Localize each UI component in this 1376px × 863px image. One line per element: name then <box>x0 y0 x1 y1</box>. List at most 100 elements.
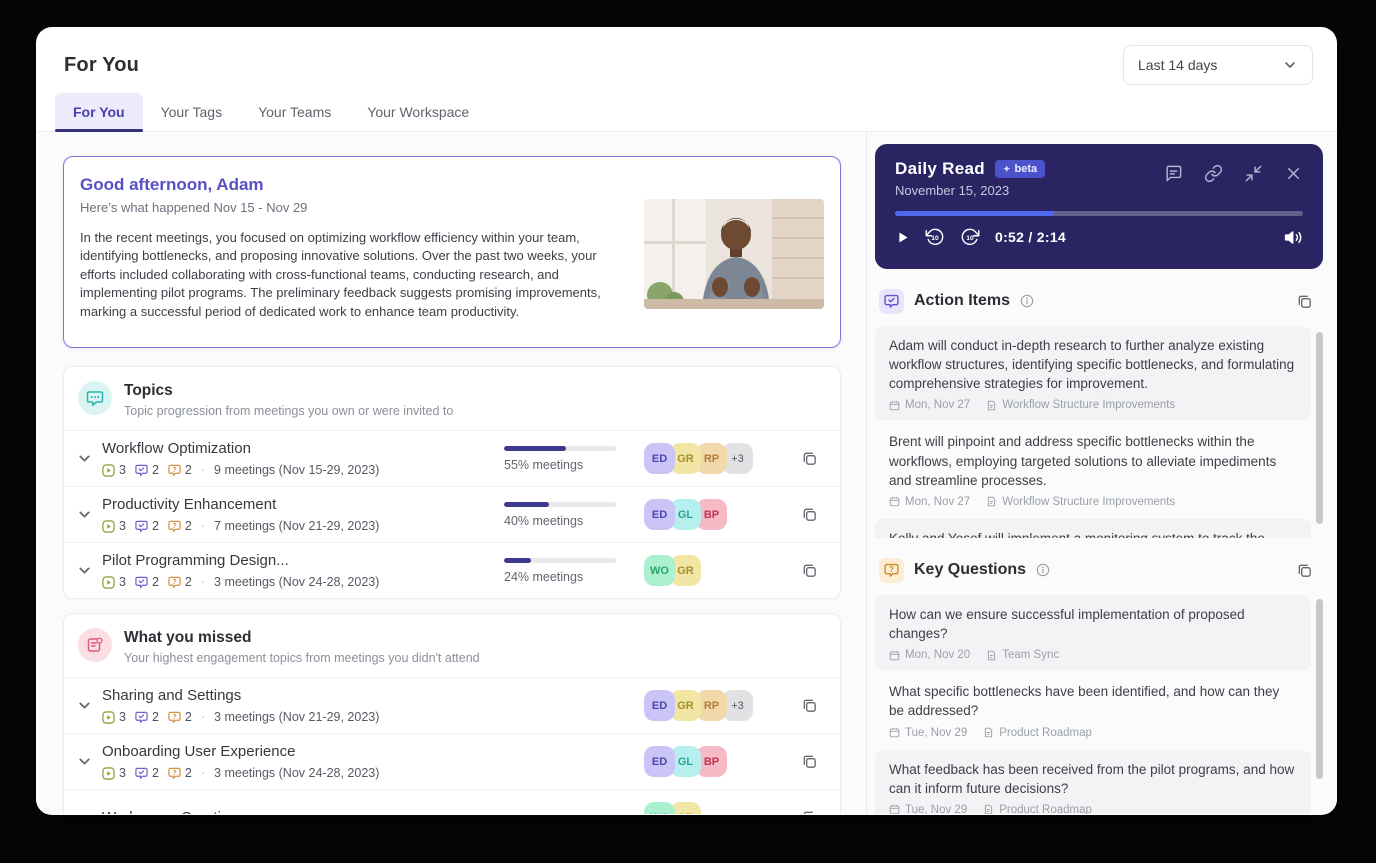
date-range-label: Last 14 days <box>1138 57 1218 73</box>
topic-title: Pilot Programming Design... <box>102 552 289 569</box>
scrollbar-thumb[interactable] <box>1316 599 1323 779</box>
question-text: What feedback has been received from the… <box>889 761 1295 796</box>
svg-text:?: ? <box>889 565 894 574</box>
avatar: ED <box>644 690 675 721</box>
scrollbar-thumb[interactable] <box>1316 332 1323 524</box>
volume-icon[interactable] <box>1284 228 1303 247</box>
meeting-date: Tue, Nov 29 <box>889 727 967 739</box>
audio-progress-fill <box>895 211 1055 216</box>
topic-row[interactable]: Pilot Programming Design... 3 2 ?2 3 mee… <box>64 542 840 598</box>
expand-chevron-icon[interactable] <box>76 697 102 714</box>
progress-fill <box>504 501 549 507</box>
copy-icon[interactable] <box>792 442 826 476</box>
copy-icon[interactable] <box>792 745 826 779</box>
missed-note-icon <box>78 628 112 662</box>
question-item[interactable]: What specific bottlenecks have been iden… <box>875 672 1311 747</box>
topic-title: Workflow Optimization <box>102 440 251 457</box>
greeting-summary: In the recent meetings, you focused on o… <box>80 230 601 319</box>
tab-your-teams[interactable]: Your Teams <box>240 93 349 131</box>
missed-card: What you missed Your highest engagement … <box>63 613 841 814</box>
comment-icon[interactable] <box>1164 164 1183 183</box>
key-questions-header: ? Key Questions <box>879 555 1319 585</box>
missed-title: What you missed <box>124 629 252 646</box>
expand-chevron-icon[interactable] <box>76 753 102 770</box>
audio-progress-bar[interactable] <box>895 211 1303 216</box>
app-window: For You Last 14 days For You Your Tags Y… <box>36 27 1337 815</box>
expand-chevron-icon[interactable] <box>76 562 102 579</box>
svg-text:?: ? <box>172 769 176 776</box>
action-items-list: Adam will conduct in-depth research to f… <box>875 326 1323 538</box>
close-icon[interactable] <box>1284 164 1303 183</box>
avatar: GR <box>670 555 701 586</box>
meetings-count: 9 meetings (Nov 15-29, 2023) <box>214 463 380 477</box>
recordings-badge: 3 <box>102 463 126 477</box>
questions-badge: ? 2 <box>168 766 192 780</box>
recordings-badge: 3 <box>102 519 126 533</box>
daily-read-card: Daily Read ✦ beta November 15, 2023 <box>875 144 1323 269</box>
action-items-badge: 2 <box>135 519 159 533</box>
questions-badge: ? 2 <box>168 575 192 589</box>
tab-your-tags[interactable]: Your Tags <box>143 93 241 131</box>
avatar: WO <box>644 555 675 586</box>
tab-your-workspace[interactable]: Your Workspace <box>349 93 487 131</box>
meeting-date: Mon, Nov 27 <box>889 496 970 508</box>
meeting-source: Product Roadmap <box>983 727 1092 739</box>
expand-chevron-icon[interactable] <box>76 450 102 467</box>
tab-for-you[interactable]: For You <box>55 93 143 132</box>
date-range-select[interactable]: Last 14 days <box>1123 45 1313 85</box>
progress-fill <box>504 557 531 563</box>
avatar: ED <box>644 746 675 777</box>
avatar-overflow: +3 <box>722 690 753 721</box>
forward-10-icon[interactable]: 10 <box>960 227 980 247</box>
action-items-header: Action Items <box>879 286 1319 316</box>
rewind-10-icon[interactable]: 10 <box>925 227 945 247</box>
topic-title: Sharing and Settings <box>102 687 242 704</box>
avatar: BP <box>696 746 727 777</box>
action-items-badge: 2 <box>135 463 159 477</box>
expand-chevron-icon[interactable] <box>76 506 102 523</box>
copy-icon[interactable] <box>792 554 826 588</box>
questions-badge: ? 2 <box>168 710 192 724</box>
svg-text:10: 10 <box>931 235 939 242</box>
missed-row[interactable]: Workspace Creation WO GR <box>64 789 840 814</box>
question-item[interactable]: How can we ensure successful implementat… <box>875 595 1311 671</box>
copy-icon[interactable] <box>792 801 826 814</box>
action-item[interactable]: Brent will pinpoint and address specific… <box>875 422 1311 516</box>
participant-avatars: ED GR RP +3 <box>644 690 792 721</box>
meeting-date: Mon, Nov 20 <box>889 649 970 661</box>
copy-icon[interactable] <box>792 498 826 532</box>
meetings-count: 3 meetings (Nov 21-29, 2023) <box>214 710 380 724</box>
participant-avatars: WO GR <box>644 802 792 814</box>
progress-label: 24% meetings <box>504 569 584 584</box>
missed-row[interactable]: Onboarding User Experience 3 2 ?2 3 meet… <box>64 733 840 789</box>
topics-title: Topics <box>124 382 173 399</box>
info-icon[interactable] <box>1020 294 1034 308</box>
meeting-source: Product Roadmap <box>983 804 1092 814</box>
play-button[interactable] <box>895 230 910 245</box>
action-item[interactable]: Kelly and Yosef will implement a monitor… <box>875 518 1311 538</box>
meeting-photo <box>644 199 824 309</box>
svg-text:?: ? <box>172 713 176 720</box>
beta-badge: ✦ beta <box>994 160 1046 178</box>
page-header: For You Last 14 days <box>36 27 1337 93</box>
copy-icon[interactable] <box>1289 555 1319 585</box>
topic-row[interactable]: Workflow Optimization 3 2 ?2 9 meetings … <box>64 430 840 486</box>
info-icon[interactable] <box>1036 563 1050 577</box>
playback-time: 0:52 / 2:14 <box>995 229 1067 245</box>
avatar: GL <box>670 746 701 777</box>
meetings-count: 3 meetings (Nov 24-28, 2023) <box>214 766 380 780</box>
copy-icon[interactable] <box>1289 286 1319 316</box>
expand-chevron-icon[interactable] <box>76 809 102 814</box>
copy-icon[interactable] <box>792 689 826 723</box>
link-icon[interactable] <box>1204 164 1223 183</box>
daily-read-title: Daily Read <box>895 159 985 178</box>
meeting-source: Workflow Structure Improvements <box>986 496 1175 508</box>
participant-avatars: ED GL BP <box>644 499 792 530</box>
action-items-badge: 2 <box>135 575 159 589</box>
question-item[interactable]: What feedback has been received from the… <box>875 749 1311 814</box>
topic-row[interactable]: Productivity Enhancement 3 2 ?2 7 meetin… <box>64 486 840 542</box>
collapse-icon[interactable] <box>1244 164 1263 183</box>
missed-row[interactable]: Sharing and Settings 3 2 ?2 3 meetings (… <box>64 677 840 733</box>
action-item[interactable]: Adam will conduct in-depth research to f… <box>875 326 1311 421</box>
avatar: GR <box>670 802 701 814</box>
